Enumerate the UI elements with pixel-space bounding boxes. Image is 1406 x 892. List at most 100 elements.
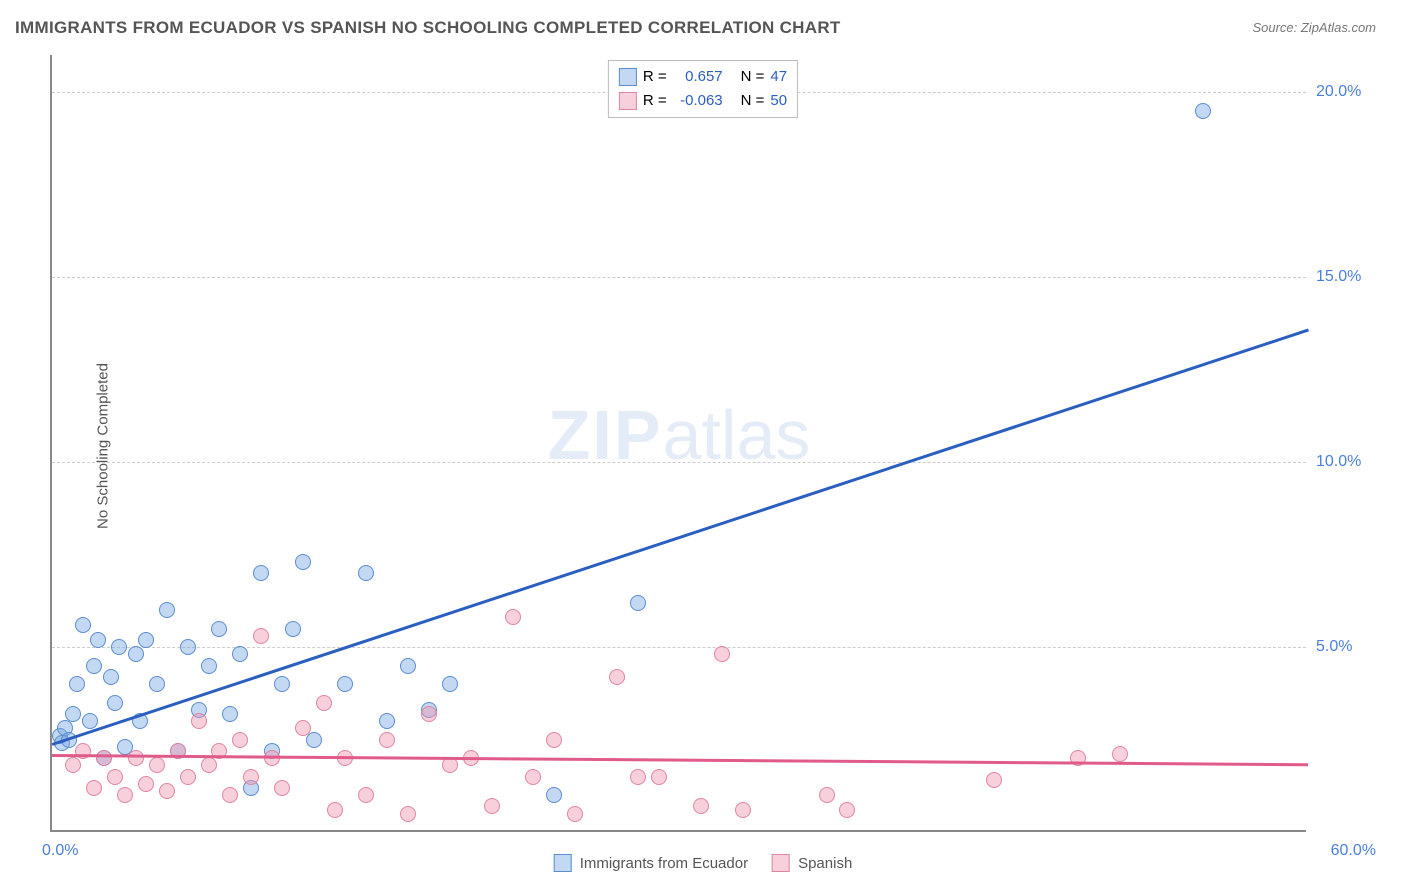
data-point [337, 676, 353, 692]
data-point [180, 639, 196, 655]
data-point [421, 706, 437, 722]
data-point [630, 595, 646, 611]
y-tick-label: 15.0% [1316, 268, 1376, 286]
data-point [400, 658, 416, 674]
data-point [819, 787, 835, 803]
data-point [138, 632, 154, 648]
data-point [103, 669, 119, 685]
legend-label-spanish: Spanish [798, 855, 852, 872]
data-point [609, 669, 625, 685]
plot-area: ZIPatlas 5.0%10.0%15.0%20.0%0.0%60.0% [50, 55, 1306, 832]
data-point [69, 676, 85, 692]
data-point [65, 757, 81, 773]
data-point [86, 658, 102, 674]
source-label: Source: ZipAtlas.com [1252, 20, 1376, 35]
swatch-ecuador [619, 68, 637, 86]
data-point [274, 676, 290, 692]
data-point [274, 780, 290, 796]
data-point [82, 713, 98, 729]
data-point [839, 802, 855, 818]
data-point [149, 757, 165, 773]
data-point [128, 646, 144, 662]
data-point [525, 769, 541, 785]
swatch-ecuador [554, 854, 572, 872]
data-point [107, 695, 123, 711]
data-point [316, 695, 332, 711]
data-point [986, 772, 1002, 788]
data-point [201, 658, 217, 674]
trendline [52, 329, 1309, 746]
legend-item-ecuador: Immigrants from Ecuador [554, 854, 748, 872]
r-label: R = [643, 65, 667, 89]
y-tick-label: 10.0% [1316, 453, 1376, 471]
data-point [295, 720, 311, 736]
data-point [379, 732, 395, 748]
data-point [159, 783, 175, 799]
data-point [191, 713, 207, 729]
data-point [714, 646, 730, 662]
data-point [96, 750, 112, 766]
gridline [52, 462, 1306, 463]
data-point [117, 787, 133, 803]
data-point [128, 750, 144, 766]
data-point [232, 732, 248, 748]
data-point [90, 632, 106, 648]
gridline [52, 277, 1306, 278]
x-tick-label: 60.0% [1331, 842, 1376, 860]
data-point [253, 628, 269, 644]
n-label: N = [741, 65, 765, 89]
data-point [65, 706, 81, 722]
data-point [86, 780, 102, 796]
data-point [400, 806, 416, 822]
data-point [107, 769, 123, 785]
data-point [232, 646, 248, 662]
data-point [243, 769, 259, 785]
data-point [484, 798, 500, 814]
n-label: N = [741, 89, 765, 113]
r-value-ecuador: 0.657 [673, 65, 723, 89]
data-point [222, 706, 238, 722]
data-point [253, 565, 269, 581]
r-value-spanish: -0.063 [673, 89, 723, 113]
chart-title: IMMIGRANTS FROM ECUADOR VS SPANISH NO SC… [15, 18, 841, 38]
data-point [159, 602, 175, 618]
chart-container: IMMIGRANTS FROM ECUADOR VS SPANISH NO SC… [0, 0, 1406, 892]
data-point [630, 769, 646, 785]
data-point [693, 798, 709, 814]
y-tick-label: 20.0% [1316, 83, 1376, 101]
data-point [358, 787, 374, 803]
data-point [358, 565, 374, 581]
data-point [295, 554, 311, 570]
data-point [651, 769, 667, 785]
data-point [75, 617, 91, 633]
data-point [442, 676, 458, 692]
legend-item-spanish: Spanish [772, 854, 852, 872]
data-point [1195, 103, 1211, 119]
data-point [1112, 746, 1128, 762]
data-point [285, 621, 301, 637]
data-point [111, 639, 127, 655]
data-point [201, 757, 217, 773]
data-point [180, 769, 196, 785]
data-point [567, 806, 583, 822]
data-point [327, 802, 343, 818]
series-legend: Immigrants from Ecuador Spanish [554, 854, 853, 872]
x-tick-label: 0.0% [42, 842, 78, 860]
legend-label-ecuador: Immigrants from Ecuador [580, 855, 748, 872]
legend-row-spanish: R = -0.063 N = 50 [619, 89, 787, 113]
legend-row-ecuador: R = 0.657 N = 47 [619, 65, 787, 89]
data-point [442, 757, 458, 773]
data-point [546, 787, 562, 803]
r-label: R = [643, 89, 667, 113]
data-point [222, 787, 238, 803]
y-tick-label: 5.0% [1316, 638, 1376, 656]
data-point [211, 621, 227, 637]
swatch-spanish [772, 854, 790, 872]
data-point [505, 609, 521, 625]
data-point [735, 802, 751, 818]
swatch-spanish [619, 92, 637, 110]
correlation-legend: R = 0.657 N = 47 R = -0.063 N = 50 [608, 60, 798, 118]
data-point [379, 713, 395, 729]
data-point [138, 776, 154, 792]
data-point [546, 732, 562, 748]
